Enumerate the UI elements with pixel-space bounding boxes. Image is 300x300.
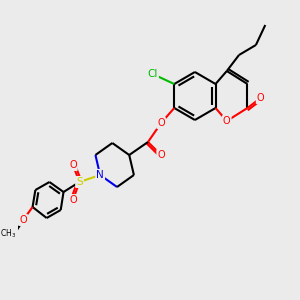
Text: Cl: Cl [148,69,158,79]
Text: O: O [157,118,165,128]
Text: O: O [157,150,165,160]
Text: O: O [257,93,264,103]
Text: S: S [76,177,83,187]
Text: O: O [223,116,231,126]
Text: O: O [20,215,27,225]
Text: $\rm CH_3$: $\rm CH_3$ [0,228,16,240]
Text: O: O [69,195,77,205]
Text: N: N [96,170,104,180]
Text: O: O [69,160,77,170]
